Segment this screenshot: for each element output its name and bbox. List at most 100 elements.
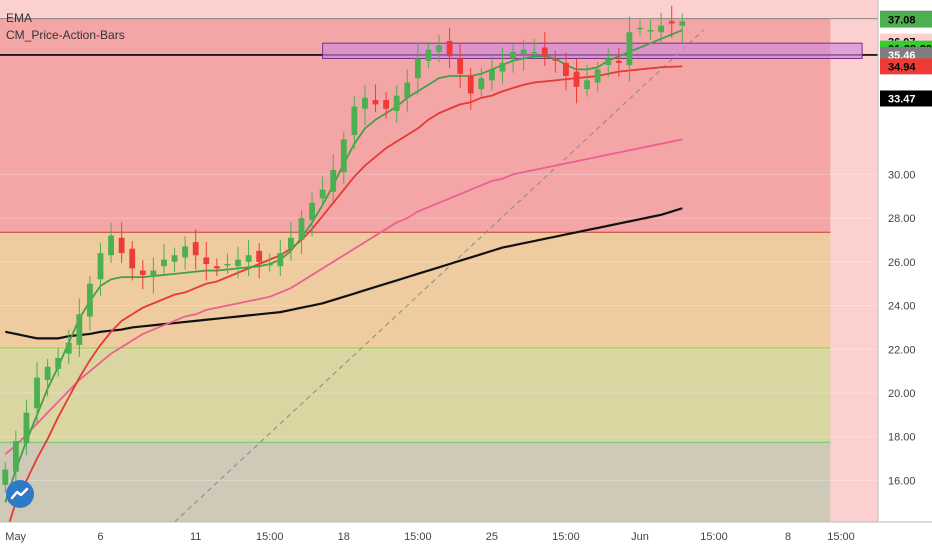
x-tick-label: 15:00 bbox=[827, 531, 855, 543]
candle-body bbox=[446, 40, 453, 57]
ema-slow-line bbox=[4, 138, 683, 455]
price-label: 37.08 bbox=[888, 15, 916, 27]
candle-body bbox=[2, 469, 9, 485]
y-tick-label: 18.00 bbox=[888, 432, 916, 444]
candle-body bbox=[372, 100, 379, 105]
y-tick-label: 28.00 bbox=[888, 213, 916, 225]
price-label-bg bbox=[880, 11, 932, 28]
candle-body bbox=[457, 58, 464, 74]
candle-body bbox=[182, 246, 189, 258]
candle-body bbox=[425, 49, 432, 61]
candle-body bbox=[615, 60, 622, 63]
candle-body bbox=[287, 237, 294, 249]
x-tick-label: 15:00 bbox=[552, 531, 580, 543]
x-tick-label: 18 bbox=[338, 531, 350, 543]
candle-body bbox=[488, 69, 495, 81]
candle-body bbox=[478, 78, 485, 90]
x-tick-label: 6 bbox=[97, 531, 103, 543]
candle-body bbox=[298, 218, 305, 240]
y-tick-label: 24.00 bbox=[888, 301, 916, 313]
candle-body bbox=[351, 106, 358, 135]
candle-body bbox=[658, 25, 665, 33]
candle-body bbox=[44, 366, 51, 380]
candle-body bbox=[65, 342, 72, 354]
candle-body bbox=[256, 250, 263, 262]
candle-body bbox=[76, 314, 83, 345]
y-tick-label: 16.00 bbox=[888, 475, 916, 487]
candle-body bbox=[499, 62, 506, 72]
candle-body bbox=[224, 264, 231, 266]
candle-body bbox=[129, 248, 136, 269]
x-tick-label: Jun bbox=[631, 531, 649, 543]
candle-body bbox=[383, 100, 390, 109]
y-tick-label: 26.00 bbox=[888, 257, 916, 269]
resistance-box bbox=[322, 42, 863, 59]
candle-body bbox=[192, 242, 199, 256]
candle-body bbox=[531, 51, 538, 54]
candle-body bbox=[97, 253, 104, 280]
candle-body bbox=[309, 202, 315, 221]
candle-body bbox=[34, 377, 40, 409]
candle-body bbox=[330, 169, 337, 192]
candle-body bbox=[139, 270, 146, 275]
x-tick-label: 11 bbox=[190, 531, 201, 543]
candle-body bbox=[573, 71, 580, 87]
ema-mid-line bbox=[4, 65, 683, 536]
candle-body bbox=[161, 259, 167, 267]
price-label-bg bbox=[880, 90, 932, 107]
candle-body bbox=[340, 139, 347, 173]
indicator-legend: EMA CM_Price-Action-Bars bbox=[6, 10, 125, 44]
price-label: 33.47 bbox=[888, 93, 916, 105]
candle-body bbox=[277, 253, 284, 267]
candle-body bbox=[541, 47, 548, 57]
price-axis-pane bbox=[878, 0, 932, 550]
candle-body bbox=[171, 255, 178, 262]
price-label-bg bbox=[880, 58, 932, 75]
candle-body bbox=[150, 270, 157, 278]
candle-body bbox=[584, 80, 591, 90]
x-tick-label: 15:00 bbox=[256, 531, 284, 543]
legend-ema[interactable]: EMA bbox=[6, 11, 33, 25]
candle-body bbox=[12, 441, 19, 472]
candle-body bbox=[55, 358, 62, 369]
candle-body bbox=[510, 51, 516, 59]
candle-body bbox=[520, 49, 527, 55]
x-tick-label: 8 bbox=[785, 531, 791, 543]
x-tick-label: May bbox=[5, 531, 26, 543]
x-tick-label: 15:00 bbox=[700, 531, 728, 543]
x-tick-label: 25 bbox=[486, 531, 498, 543]
candle-body bbox=[552, 58, 559, 61]
legend-cm-price-action-bars[interactable]: CM_Price-Action-Bars bbox=[6, 28, 125, 42]
candle-body bbox=[23, 412, 30, 444]
ema-long-line bbox=[5, 207, 683, 340]
candle-body bbox=[118, 237, 125, 254]
candle-body bbox=[626, 32, 633, 66]
y-tick-label: 22.00 bbox=[888, 344, 916, 356]
candle-body bbox=[108, 235, 114, 256]
candle-body bbox=[467, 75, 474, 94]
candle-body bbox=[679, 21, 686, 26]
candle-body bbox=[393, 95, 400, 111]
y-tick-label: 20.00 bbox=[888, 388, 916, 400]
candle-body bbox=[594, 69, 601, 83]
candle-body bbox=[245, 255, 252, 262]
candle-body bbox=[605, 58, 612, 66]
candle-body bbox=[213, 266, 220, 269]
candle-body bbox=[414, 58, 421, 79]
candle-body bbox=[668, 21, 675, 24]
tradingview-logo-icon[interactable] bbox=[6, 480, 34, 508]
candle-body bbox=[404, 82, 411, 98]
candle-body bbox=[235, 259, 241, 267]
lower-zone bbox=[0, 348, 831, 443]
candle-body bbox=[266, 264, 273, 266]
candle-body bbox=[563, 62, 569, 76]
y-tick-label: 30.00 bbox=[888, 169, 916, 181]
x-tick-label: 15:00 bbox=[404, 531, 432, 543]
candle-body bbox=[319, 189, 326, 199]
trend-line bbox=[174, 29, 704, 523]
middle-zone bbox=[0, 232, 831, 349]
candle-body bbox=[647, 30, 654, 32]
bottom-zone bbox=[0, 442, 831, 522]
